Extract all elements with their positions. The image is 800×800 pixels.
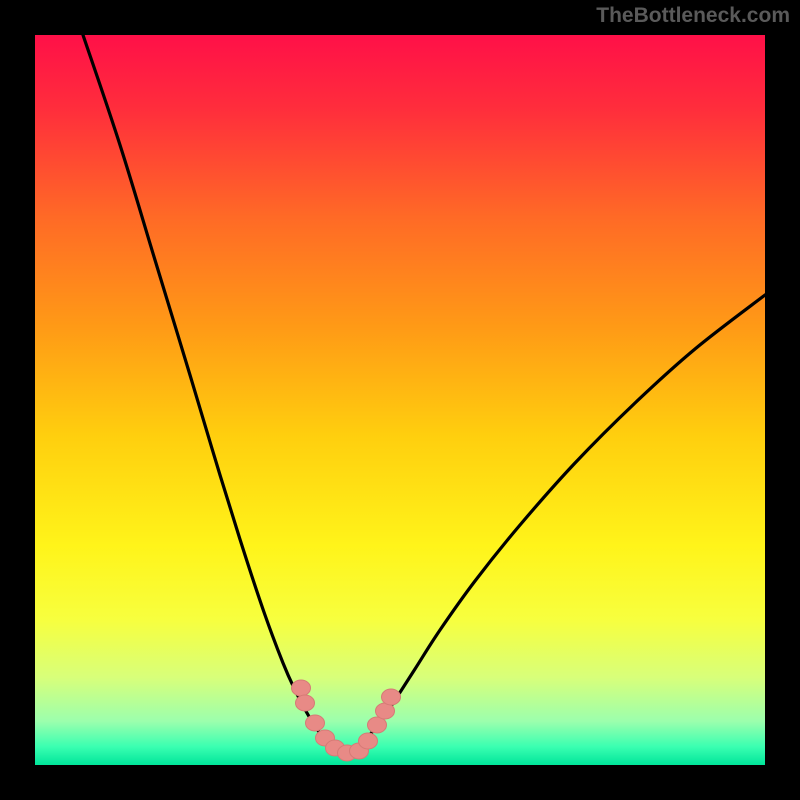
watermark-text: TheBottleneck.com bbox=[596, 4, 790, 28]
data-marker bbox=[382, 689, 401, 705]
data-marker bbox=[306, 715, 325, 731]
gradient-background bbox=[35, 35, 765, 765]
data-marker bbox=[296, 695, 315, 711]
chart-container: TheBottleneck.com bbox=[0, 0, 800, 800]
chart-svg bbox=[35, 35, 765, 765]
plot-area bbox=[35, 35, 765, 765]
data-marker bbox=[292, 680, 311, 696]
data-marker bbox=[359, 733, 378, 749]
